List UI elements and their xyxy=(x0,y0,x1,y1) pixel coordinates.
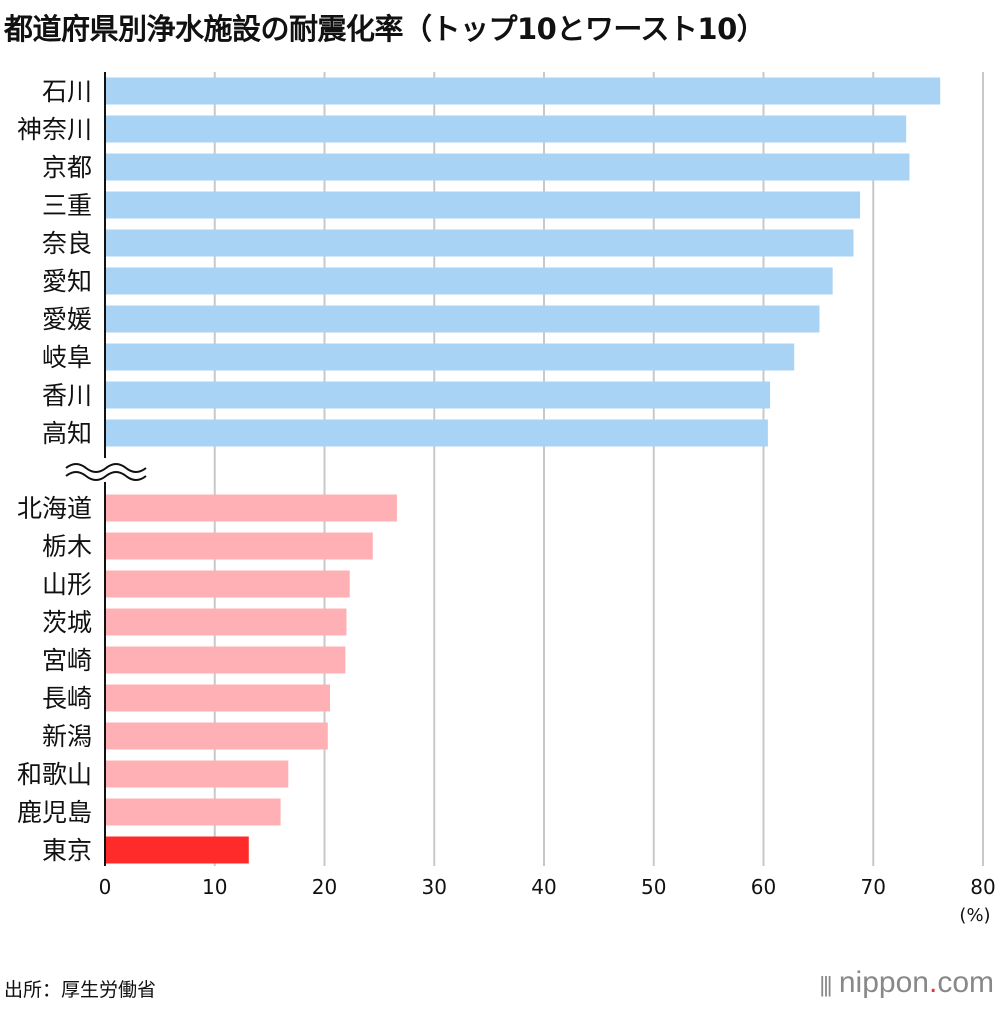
bar xyxy=(105,722,328,750)
category-label: 栃木 xyxy=(42,532,92,561)
bar xyxy=(105,494,397,522)
bar xyxy=(105,608,347,636)
unit-label: (%) xyxy=(959,905,990,926)
category-label: 東京 xyxy=(42,836,92,865)
category-label: 岐阜 xyxy=(42,343,92,372)
bar xyxy=(105,570,350,598)
category-label: 京都 xyxy=(42,153,92,182)
category-label: 新潟 xyxy=(42,722,92,751)
x-tick-label: 20 xyxy=(312,875,337,899)
category-label: 高知 xyxy=(42,419,92,448)
x-tick-label: 10 xyxy=(202,875,227,899)
bar xyxy=(105,419,768,447)
bar xyxy=(105,77,941,105)
category-label: 愛知 xyxy=(42,267,92,296)
x-tick-label: 70 xyxy=(861,875,886,899)
category-label: 北海道 xyxy=(17,494,92,523)
bar xyxy=(105,684,330,712)
category-label: 神奈川 xyxy=(17,115,92,144)
category-label: 奈良 xyxy=(42,229,92,258)
bar xyxy=(105,305,820,333)
bar xyxy=(105,229,854,257)
axis-break-mask xyxy=(62,458,152,482)
bar xyxy=(105,836,249,864)
category-label: 茨城 xyxy=(42,608,92,637)
bar xyxy=(105,343,795,371)
bar xyxy=(105,381,771,409)
category-label: 三重 xyxy=(42,191,92,220)
category-label: 宮崎 xyxy=(42,646,92,675)
bar xyxy=(105,115,907,143)
bar xyxy=(105,798,281,826)
logo-signal-icon: ||| xyxy=(819,972,832,997)
x-tick-label: 0 xyxy=(99,875,112,899)
category-label: 石川 xyxy=(42,77,92,106)
nippon-logo: ||| nippon.com xyxy=(819,966,994,999)
bar xyxy=(105,191,861,219)
x-tick-label: 60 xyxy=(751,875,776,899)
x-tick-label: 30 xyxy=(422,875,447,899)
category-label: 山形 xyxy=(42,570,92,599)
axis-break-icon xyxy=(65,471,147,481)
category-label: 香川 xyxy=(42,381,92,410)
x-tick-label: 80 xyxy=(970,875,995,899)
category-label: 和歌山 xyxy=(17,760,92,789)
category-label: 愛媛 xyxy=(42,305,92,334)
bar xyxy=(105,760,289,788)
chart-title: 都道府県別浄水施設の耐震化率（トップ10とワースト10） xyxy=(4,12,766,46)
category-label: 長崎 xyxy=(42,684,92,713)
axis-break-icon xyxy=(65,463,147,473)
source-note: 出所：厚生労働省 xyxy=(4,979,157,1001)
bar xyxy=(105,267,833,295)
bar xyxy=(105,646,346,674)
x-tick-label: 50 xyxy=(641,875,666,899)
category-label: 鹿児島 xyxy=(17,798,92,827)
x-tick-label: 40 xyxy=(531,875,556,899)
bar xyxy=(105,153,910,181)
bar xyxy=(105,532,373,560)
